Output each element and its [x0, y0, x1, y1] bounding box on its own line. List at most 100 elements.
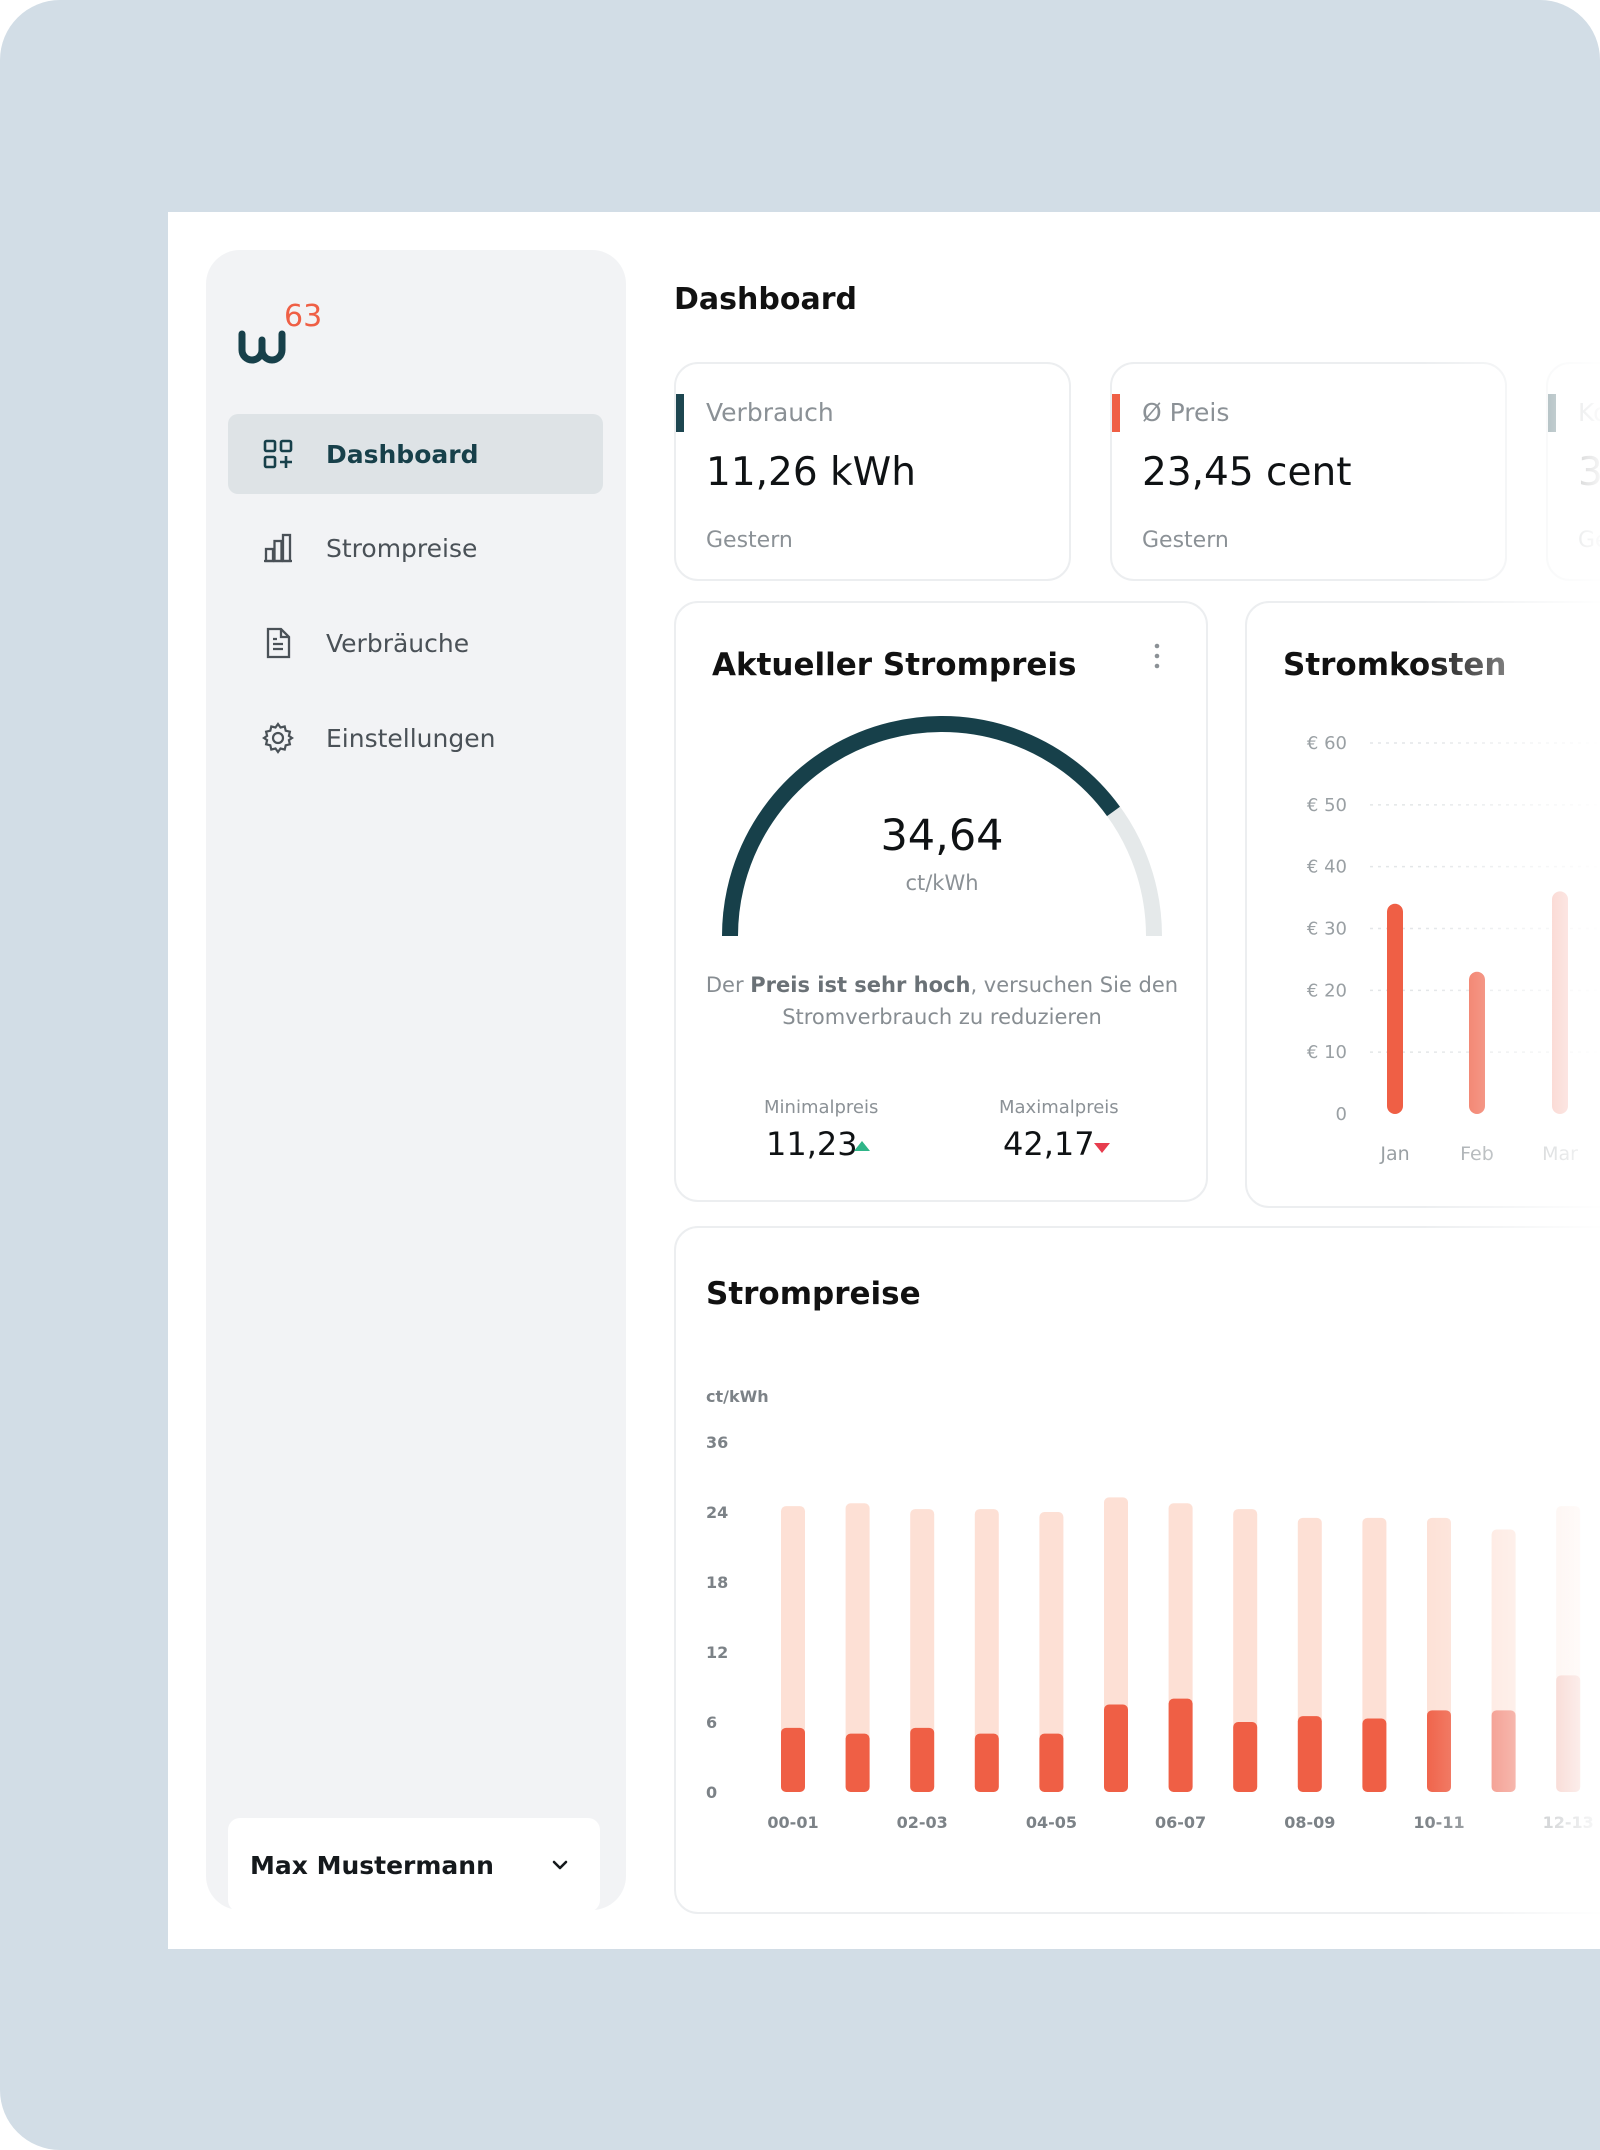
bar-chart-icon	[260, 530, 296, 566]
price-bar-value	[845, 1733, 870, 1792]
x-tick-label: 12-13	[1543, 1813, 1594, 1832]
price-bar-value	[1104, 1704, 1128, 1792]
y-tick-label: € 30	[1307, 919, 1347, 940]
document-icon	[260, 625, 296, 661]
app-logo[interactable]: 63	[236, 299, 346, 380]
gauge-value: 34,64	[880, 811, 1004, 861]
sidebar-item-einstellungen[interactable]: Einstellungen	[228, 698, 603, 778]
kpi-card-preis[interactable]: Ø Preis 23,45 cent Gestern	[1110, 362, 1507, 581]
sidebar-item-verbraeuche[interactable]: Verbräuche	[228, 603, 603, 683]
kpi-value: 23,45 cent	[1142, 450, 1352, 495]
kpi-card-kosten[interactable]: Ko 3 Ge	[1546, 362, 1600, 581]
kpi-value: 3	[1578, 450, 1600, 495]
sidebar-item-label: Strompreise	[326, 533, 478, 563]
kpi-value: 11,26 kWh	[706, 450, 916, 495]
message-text: , versuchen Sie den Stromverbrauch zu re…	[782, 973, 1179, 1029]
price-bar-value	[910, 1727, 935, 1792]
gauge-fill	[722, 716, 1120, 937]
price-bar-value	[1427, 1710, 1451, 1792]
prices-card: Strompreise ct/kWh 0 6 12 18 24 36 00-01 02-03 04…	[674, 1226, 1600, 1914]
sidebar: 63 Dashboard Strompreise	[206, 250, 626, 1912]
y-tick-label: € 60	[1307, 733, 1347, 754]
price-bar-total	[1039, 1512, 1064, 1792]
x-tick-label: 10-11	[1413, 1813, 1464, 1832]
y-tick-label: € 40	[1307, 857, 1347, 878]
kpi-subtitle: Gestern	[706, 528, 793, 553]
page-title: Dashboard	[674, 282, 857, 317]
price-bar-value	[1168, 1698, 1193, 1792]
user-menu[interactable]: Max Mustermann	[228, 1818, 600, 1912]
message-text: Der	[705, 973, 751, 997]
price-bar-value	[1297, 1716, 1322, 1792]
accent-bar	[676, 394, 684, 432]
x-tick-label: 08-09	[1284, 1813, 1335, 1832]
y-tick-label: € 50	[1307, 795, 1347, 816]
y-tick-label: 36	[706, 1433, 728, 1452]
svg-text:63: 63	[284, 300, 322, 334]
sidebar-item-strompreise[interactable]: Strompreise	[228, 508, 603, 588]
price-bar-value	[1491, 1710, 1516, 1792]
y-tick-label: € 20	[1307, 980, 1347, 1001]
costs-bar-chart: 0 € 10 € 20 € 30 € 40 € 50 € 60 Jan Feb Mar	[1307, 733, 1600, 1165]
price-bar-value	[1362, 1718, 1387, 1792]
kpi-card-verbrauch[interactable]: Verbrauch 11,26 kWh Gestern	[674, 362, 1071, 581]
x-tick-label: Jan	[1379, 1143, 1409, 1165]
card-title: Aktueller Strompreis	[712, 647, 1077, 683]
kpi-label: Ø Preis	[1142, 398, 1230, 427]
kpi-label: Ko	[1578, 398, 1600, 427]
price-gauge	[722, 716, 1162, 937]
x-tick-label: Feb	[1460, 1143, 1494, 1165]
y-tick-label: 12	[706, 1643, 728, 1662]
min-price-value: 11,23	[766, 1125, 858, 1163]
sidebar-item-label: Einstellungen	[326, 723, 496, 753]
accent-bar	[1548, 394, 1556, 432]
costs-card: Stromkosten 0 € 10 € 20 € 30 € 40 € 50 € 60 Jan…	[1245, 601, 1600, 1208]
price-bar-total	[845, 1503, 870, 1792]
gauge-unit: ct/kWh	[905, 871, 979, 895]
y-tick-label: 0	[706, 1783, 717, 1802]
max-price-value: 42,17	[1003, 1125, 1095, 1163]
cost-bar	[1387, 903, 1403, 1114]
kpi-subtitle: Ge	[1578, 528, 1600, 553]
kpi-subtitle: Gestern	[1142, 528, 1229, 553]
sidebar-item-dashboard[interactable]: Dashboard	[228, 414, 603, 494]
x-tick-label: 00-01	[767, 1813, 818, 1832]
y-tick-label: 18	[706, 1573, 728, 1592]
y-tick-label: 6	[706, 1713, 717, 1732]
sidebar-item-label: Dashboard	[326, 439, 479, 469]
user-name: Max Mustermann	[250, 1850, 494, 1880]
y-tick-label: € 10	[1307, 1042, 1347, 1063]
chevron-down-icon[interactable]	[548, 1853, 572, 1877]
x-tick-label: 06-07	[1155, 1813, 1206, 1832]
current-price-card: Aktueller Strompreis 34,64 ct/kWh Der Pr…	[674, 601, 1208, 1202]
x-tick-label: 04-05	[1026, 1813, 1077, 1832]
max-price-label: Maximalpreis	[999, 1097, 1119, 1118]
price-bar-total	[781, 1506, 805, 1792]
card-title: Strompreise	[706, 1276, 921, 1312]
price-bar-total	[974, 1509, 999, 1792]
price-bar-value	[974, 1733, 999, 1792]
x-tick-label: 02-03	[897, 1813, 948, 1832]
gear-icon	[260, 720, 296, 756]
price-bar-value	[1039, 1733, 1064, 1792]
cost-bar	[1469, 971, 1485, 1114]
price-bar-value	[1233, 1722, 1258, 1792]
app-window: 63 Dashboard Strompreise	[168, 212, 1600, 1949]
y-tick-label: 0	[1336, 1104, 1347, 1125]
dashboard-grid-icon	[260, 436, 296, 472]
x-tick-label: Mar	[1542, 1143, 1578, 1165]
price-bar-value	[1556, 1675, 1581, 1792]
arrow-down-icon	[1094, 1143, 1110, 1153]
min-price-label: Minimalpreis	[764, 1097, 879, 1118]
price-bar-total	[1233, 1509, 1258, 1792]
accent-bar	[1112, 394, 1120, 432]
kpi-label: Verbrauch	[706, 398, 834, 427]
message-emphasis: Preis ist sehr hoch	[750, 973, 971, 997]
arrow-up-icon	[854, 1141, 870, 1151]
price-bar-value	[781, 1727, 805, 1792]
more-vertical-icon[interactable]	[1152, 641, 1162, 671]
price-bar-total	[910, 1509, 935, 1792]
y-tick-label: 24	[706, 1503, 728, 1522]
cost-bar	[1552, 891, 1568, 1114]
